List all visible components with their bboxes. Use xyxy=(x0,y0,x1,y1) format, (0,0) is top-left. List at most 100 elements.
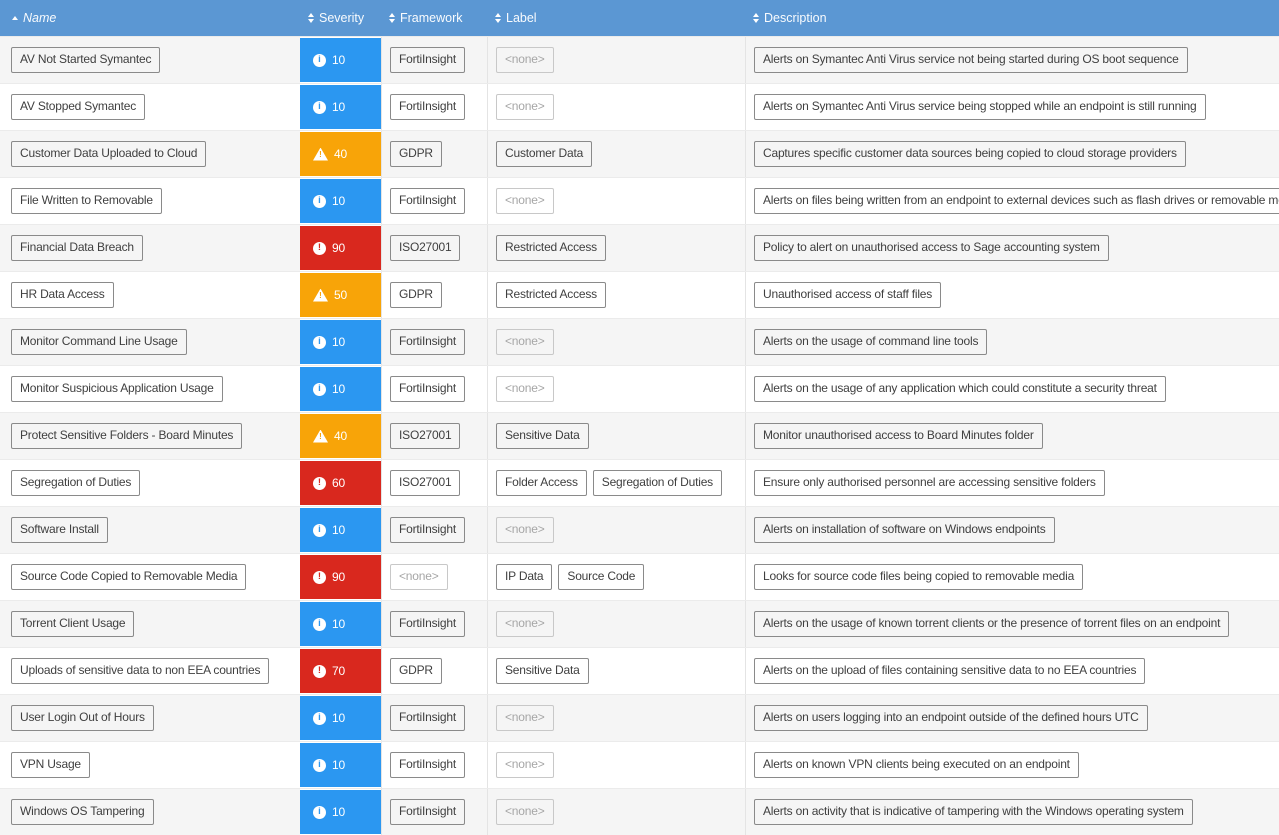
table-row[interactable]: Monitor Suspicious Application Usage i 1… xyxy=(0,365,1279,412)
description-cell: Alerts on users logging into an endpoint… xyxy=(745,695,1279,741)
severity-value: 10 xyxy=(332,617,345,631)
description-tag: Alerts on Symantec Anti Virus service be… xyxy=(754,93,1206,121)
table-row[interactable]: AV Stopped Symantec i 10 FortiInsight <n… xyxy=(0,83,1279,130)
label-tag: Folder Access xyxy=(496,469,587,497)
name-cell: VPN Usage xyxy=(0,751,300,779)
severity-cell: i 10 xyxy=(300,601,381,647)
info-circle-icon: i xyxy=(313,53,326,67)
table-row[interactable]: Windows OS Tampering i 10 FortiInsight <… xyxy=(0,788,1279,835)
sort-both-icon xyxy=(389,13,395,23)
description-cell: Alerts on Symantec Anti Virus service no… xyxy=(745,37,1279,83)
framework-cell: FortiInsight xyxy=(381,789,487,835)
description-cell: Alerts on the usage of command line tool… xyxy=(745,319,1279,365)
description-tag: Alerts on known VPN clients being execut… xyxy=(754,751,1079,779)
framework-cell: FortiInsight xyxy=(381,178,487,224)
severity-value: 10 xyxy=(332,100,345,114)
framework-tag: FortiInsight xyxy=(390,328,465,356)
header-cell[interactable]: Name xyxy=(0,0,300,36)
label-cell: <none> xyxy=(487,366,745,412)
severity-value: 40 xyxy=(334,429,347,443)
label-cell: Folder Access Segregation of Duties xyxy=(487,460,745,506)
description-tag: Policy to alert on unauthorised access t… xyxy=(754,234,1109,262)
severity-value: 10 xyxy=(332,523,345,537)
table-row[interactable]: File Written to Removable i 10 FortiInsi… xyxy=(0,177,1279,224)
table-row[interactable]: AV Not Started Symantec i 10 FortiInsigh… xyxy=(0,36,1279,83)
header-cell[interactable]: Framework xyxy=(381,0,487,36)
name-tag: Customer Data Uploaded to Cloud xyxy=(11,140,207,168)
name-cell: AV Stopped Symantec xyxy=(0,93,300,121)
severity-value: 10 xyxy=(332,53,345,67)
framework-cell: FortiInsight xyxy=(381,601,487,647)
framework-cell: FortiInsight xyxy=(381,507,487,553)
name-cell: Monitor Command Line Usage xyxy=(0,328,300,356)
table-row[interactable]: VPN Usage i 10 FortiInsight <none> Alert… xyxy=(0,741,1279,788)
framework-tag: ISO27001 xyxy=(390,234,461,262)
framework-cell: ISO27001 xyxy=(381,413,487,459)
label-tag: Source Code xyxy=(558,563,645,591)
label-tag: Customer Data xyxy=(496,140,593,168)
sort-asc-icon xyxy=(12,16,18,20)
label-cell: <none> xyxy=(487,319,745,365)
severity-cell: i 10 xyxy=(300,507,381,553)
description-cell: Alerts on activity that is indicative of… xyxy=(745,789,1279,835)
description-cell: Looks for source code files being copied… xyxy=(745,554,1279,600)
table-row[interactable]: Uploads of sensitive data to non EEA cou… xyxy=(0,647,1279,694)
label-tag: Restricted Access xyxy=(496,281,606,309)
framework-tag: FortiInsight xyxy=(390,704,465,732)
name-tag: Torrent Client Usage xyxy=(11,610,135,638)
none-placeholder-tag: <none> xyxy=(390,563,448,591)
severity-cell: ! 90 xyxy=(300,554,381,600)
description-tag: Alerts on the usage of command line tool… xyxy=(754,328,988,356)
name-cell: Customer Data Uploaded to Cloud xyxy=(0,140,300,168)
name-cell: Financial Data Breach xyxy=(0,234,300,262)
header-cell[interactable]: Severity xyxy=(300,0,381,36)
none-placeholder-tag: <none> xyxy=(496,704,554,732)
info-circle-icon: i xyxy=(313,194,326,208)
name-tag: AV Stopped Symantec xyxy=(11,93,146,121)
severity-cell: i 10 xyxy=(300,84,381,130)
table-row[interactable]: Financial Data Breach ! 90 ISO27001 Rest… xyxy=(0,224,1279,271)
severity-value: 10 xyxy=(332,805,345,819)
table-row[interactable]: Software Install i 10 FortiInsight <none… xyxy=(0,506,1279,553)
severity-value: 10 xyxy=(332,194,345,208)
name-cell: Software Install xyxy=(0,516,300,544)
name-cell: Source Code Copied to Removable Media xyxy=(0,563,300,591)
header-label: Severity xyxy=(319,11,365,25)
header-cell[interactable]: Description xyxy=(745,0,1279,36)
framework-tag: FortiInsight xyxy=(390,46,465,74)
table-row[interactable]: Source Code Copied to Removable Media ! … xyxy=(0,553,1279,600)
table-row[interactable]: Customer Data Uploaded to Cloud ! 40 GDP… xyxy=(0,130,1279,177)
header-cell[interactable]: Label xyxy=(487,0,745,36)
description-cell: Ensure only authorised personnel are acc… xyxy=(745,460,1279,506)
table-row[interactable]: User Login Out of Hours i 10 FortiInsigh… xyxy=(0,694,1279,741)
none-placeholder-tag: <none> xyxy=(496,751,554,779)
severity-cell: ! 70 xyxy=(300,648,381,694)
framework-tag: FortiInsight xyxy=(390,93,465,121)
label-cell: Restricted Access xyxy=(487,272,745,318)
label-cell: <none> xyxy=(487,742,745,788)
name-cell: Torrent Client Usage xyxy=(0,610,300,638)
table-row[interactable]: HR Data Access ! 50 GDPR Restricted Acce… xyxy=(0,271,1279,318)
label-cell: Customer Data xyxy=(487,131,745,177)
name-tag: AV Not Started Symantec xyxy=(11,46,161,74)
framework-cell: FortiInsight xyxy=(381,695,487,741)
table-row[interactable]: Segregation of Duties ! 60 ISO27001 Fold… xyxy=(0,459,1279,506)
framework-tag: ISO27001 xyxy=(390,469,461,497)
severity-cell: i 10 xyxy=(300,319,381,365)
table-row[interactable]: Torrent Client Usage i 10 FortiInsight <… xyxy=(0,600,1279,647)
info-circle-icon: i xyxy=(313,382,326,396)
framework-tag: GDPR xyxy=(390,281,442,309)
none-placeholder-tag: <none> xyxy=(496,516,554,544)
sort-both-icon xyxy=(495,13,501,23)
framework-cell: FortiInsight xyxy=(381,84,487,130)
none-placeholder-tag: <none> xyxy=(496,798,554,826)
label-cell: <none> xyxy=(487,789,745,835)
description-tag: Alerts on installation of software on Wi… xyxy=(754,516,1055,544)
label-tag: Sensitive Data xyxy=(496,657,589,685)
description-cell: Alerts on files being written from an en… xyxy=(745,178,1279,224)
table-row[interactable]: Monitor Command Line Usage i 10 FortiIns… xyxy=(0,318,1279,365)
label-cell: <none> xyxy=(487,695,745,741)
name-cell: Protect Sensitive Folders - Board Minute… xyxy=(0,422,300,450)
table-row[interactable]: Protect Sensitive Folders - Board Minute… xyxy=(0,412,1279,459)
exclamation-circle-icon: ! xyxy=(313,476,326,490)
